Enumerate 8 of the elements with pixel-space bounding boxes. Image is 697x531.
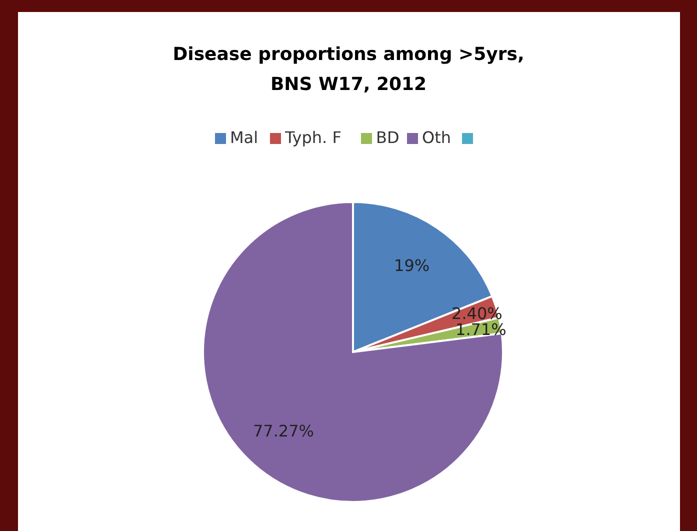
chart-title: Disease proportions among >5yrs, BNS W17, 2012 [172,44,524,95]
data-label: 77.27% [253,422,314,441]
legend-label: BD [376,128,400,147]
legend-label: Mal [230,128,258,147]
pie-slice [202,201,504,503]
legend-label: Oth [422,128,452,147]
legend-label: Typh. F [284,128,342,147]
data-label: 19% [394,256,430,276]
